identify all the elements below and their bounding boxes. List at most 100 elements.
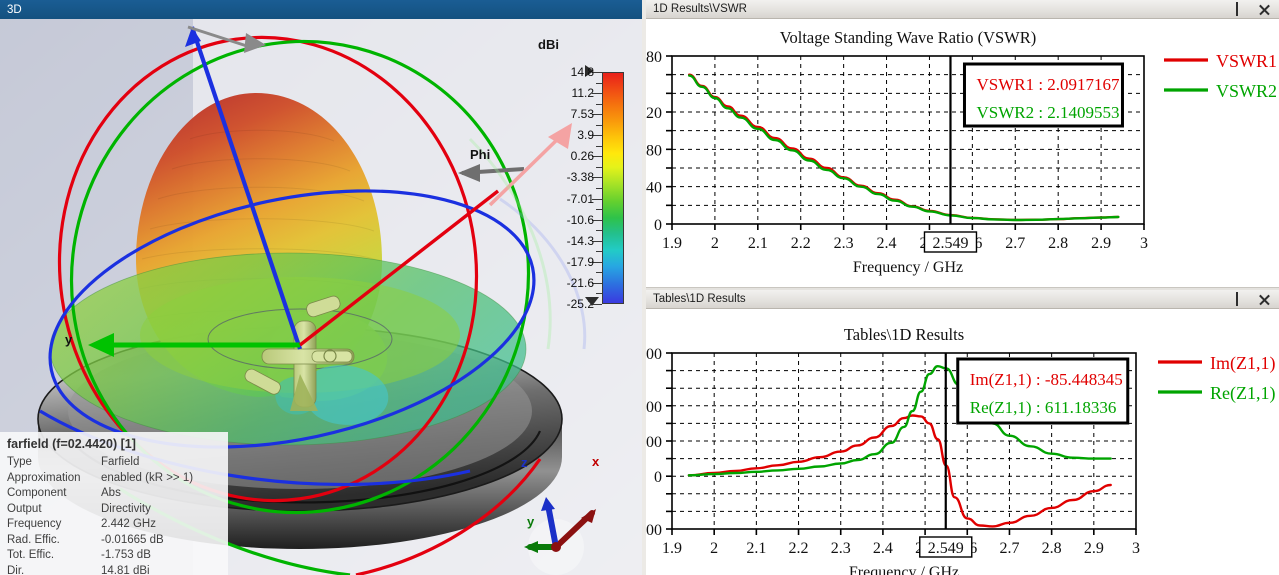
farfield-info-row: Frequency 2.442 GHz [7, 517, 193, 533]
farfield-info-row: Output Directivity [7, 502, 193, 518]
farfield-info-value: 14.81 dBi [101, 564, 150, 575]
phi-label: Phi [470, 147, 491, 162]
x-tick-label: 2.7 [1005, 235, 1025, 252]
x-tick-label: 1.9 [662, 235, 682, 252]
x-tick-label: 2 [711, 235, 719, 252]
farfield-info-value: Abs [101, 487, 121, 499]
x-tick-label: 2.7 [999, 540, 1019, 557]
x-tick-label: 2.1 [746, 540, 766, 557]
titlebar-tables[interactable]: Tables\1D Results [646, 290, 1279, 309]
legend-label: VSWR1 [1216, 51, 1277, 71]
x-tick-label: 3 [1132, 540, 1140, 557]
cursor-value-box [919, 536, 973, 558]
x-axis-label: Frequency / GHz [849, 564, 959, 575]
x-tick-label: 2.8 [1048, 235, 1068, 252]
farfield-info-key: Rad. Effic. [7, 533, 60, 546]
farfield-info-row: Approximation enabled (kR >> 1) [7, 471, 193, 487]
farfield-info-row: Dir. 14.81 dBi [7, 564, 193, 575]
chart-title: Voltage Standing Wave Ratio (VSWR) [780, 28, 1037, 47]
series-line [687, 365, 1112, 477]
close-button-vswr[interactable] [1258, 3, 1271, 16]
x-tick-label: 2.3 [831, 540, 851, 557]
panel-divider-vertical[interactable] [642, 0, 646, 575]
y-axis: 0 40 80 120 180 [646, 49, 672, 234]
farfield-info-row: Type Farfield [7, 455, 193, 471]
cursor-value-label: 2.549 [932, 235, 968, 252]
y-tick-label: 180 [646, 49, 662, 66]
x-tick-label: 1.9 [662, 540, 682, 557]
triad-z-label: z [521, 455, 528, 470]
farfield-info-value: enabled (kR >> 1) [101, 471, 194, 484]
chart-tables: Tables\1D Results -300 0 200 400 700 1.9 2 2.1 2.… [646, 325, 1275, 575]
x-tick-label: 2.8 [1042, 540, 1062, 557]
restore-icon [1236, 1, 1238, 16]
readout-box [956, 357, 1130, 425]
chart-title: Tables\1D Results [844, 325, 964, 344]
farfield-info-key: Output [7, 502, 42, 515]
y-tick-label: -300 [646, 522, 662, 539]
x-axis: 1.922.12.22.32.42.52.62.72.82.93 [662, 224, 1148, 252]
restore-icon [1236, 291, 1238, 306]
x-tick-label: 2.9 [1091, 235, 1111, 252]
panel-3d: 3D [0, 0, 642, 575]
readout-box [962, 62, 1124, 128]
farfield-info-row: Tot. Effic. -1.753 dB [7, 548, 193, 564]
y-axis: -300 0 200 400 700 [646, 346, 672, 539]
x-tick-label: 2.4 [873, 540, 893, 557]
farfield-info-key: Dir. [7, 564, 25, 575]
x-tick-label: 2.2 [791, 235, 811, 252]
farfield-info-key: Approximation [7, 471, 81, 484]
farfield-info-table: Type Farfield Approximation enabled (kR >> … [7, 455, 193, 575]
titlebar-tables-title: Tables\1D Results [653, 293, 746, 305]
x-tick-label: 3 [1140, 235, 1148, 252]
farfield-info-box: farfield (f=02.4420) [1] Type Farfield App… [0, 432, 228, 575]
panel-tables: Tables\1D Results Tables\1D Results -300 0… [646, 290, 1279, 575]
rings-faded [468, 137, 587, 350]
readout-line: VSWR2 : 2.1409553 [976, 103, 1119, 122]
restore-button-vswr[interactable] [1236, 1, 1249, 16]
y-tick-label: 400 [646, 399, 662, 416]
farfield-info-key: Frequency [7, 518, 62, 530]
x-axis: 1.922.12.22.32.42.52.62.72.82.93 [662, 529, 1140, 557]
chart-vswr: Voltage Standing Wave Ratio (VSWR) 0 40 80 1… [646, 28, 1277, 276]
farfield-info-key: Tot. Effic. [7, 549, 55, 561]
triad-y-label: y [527, 514, 535, 529]
panel-vswr: 1D Results\VSWR Voltage Standing Wave Ra… [646, 0, 1279, 287]
x-tick-label: 2.2 [789, 540, 809, 557]
restore-button-tables[interactable] [1236, 291, 1249, 306]
readout-line: VSWR1 : 2.0917167 [976, 75, 1120, 94]
close-button-tables[interactable] [1258, 293, 1271, 306]
panel-divider-horizontal[interactable] [646, 287, 1279, 290]
triad-x-label: x [592, 454, 600, 469]
viewport-3d[interactable]: Phi y z x y dBi 14.8 11.2 7.53 3.9 0.26 -3.38… [0, 19, 642, 575]
x-tick-label: 2.9 [1084, 540, 1104, 557]
farfield-info-key: Component [7, 487, 67, 499]
chart-tables-body[interactable]: Tables\1D Results -300 0 200 400 700 1.9 2 2.1 2.… [646, 309, 1279, 575]
titlebar-3d-title: 3D [7, 3, 22, 16]
y-tick-label: 200 [646, 434, 662, 451]
farfield-info-value: Farfield [101, 456, 140, 468]
titlebar-vswr-title: 1D Results\VSWR [653, 3, 747, 15]
y-tick-label: 80 [646, 142, 662, 159]
titlebar-vswr[interactable]: 1D Results\VSWR [646, 0, 1279, 19]
series-line [687, 414, 1112, 528]
titlebar-3d[interactable]: 3D [0, 0, 642, 19]
x-tick-label: 2.4 [877, 235, 897, 252]
farfield-info-value: Directivity [101, 502, 151, 515]
plot-frame [671, 55, 1145, 225]
principal-axes [88, 25, 572, 357]
farfield-info-header: farfield (f=02.4420) [1] [7, 437, 136, 451]
legend-label: VSWR2 [1216, 81, 1277, 101]
cursor-value-box [923, 231, 978, 253]
y-tick-label: 0 [654, 469, 662, 486]
y-tick-label: 40 [646, 180, 662, 197]
x-tick-label: 2 [710, 540, 718, 557]
farfield-info-row: Rad. Effic. -0.01665 dB [7, 533, 193, 549]
y-tick-label: 0 [654, 217, 662, 234]
chart-vswr-body[interactable]: Voltage Standing Wave Ratio (VSWR) 0 40 80 1… [646, 19, 1279, 287]
readout-line: Re(Z1,1) : 611.18336 [970, 398, 1117, 417]
readout-line: Im(Z1,1) : -85.448345 [970, 370, 1123, 389]
y-axis-label: y [65, 332, 73, 347]
farfield-info-row: Component Abs [7, 486, 193, 502]
